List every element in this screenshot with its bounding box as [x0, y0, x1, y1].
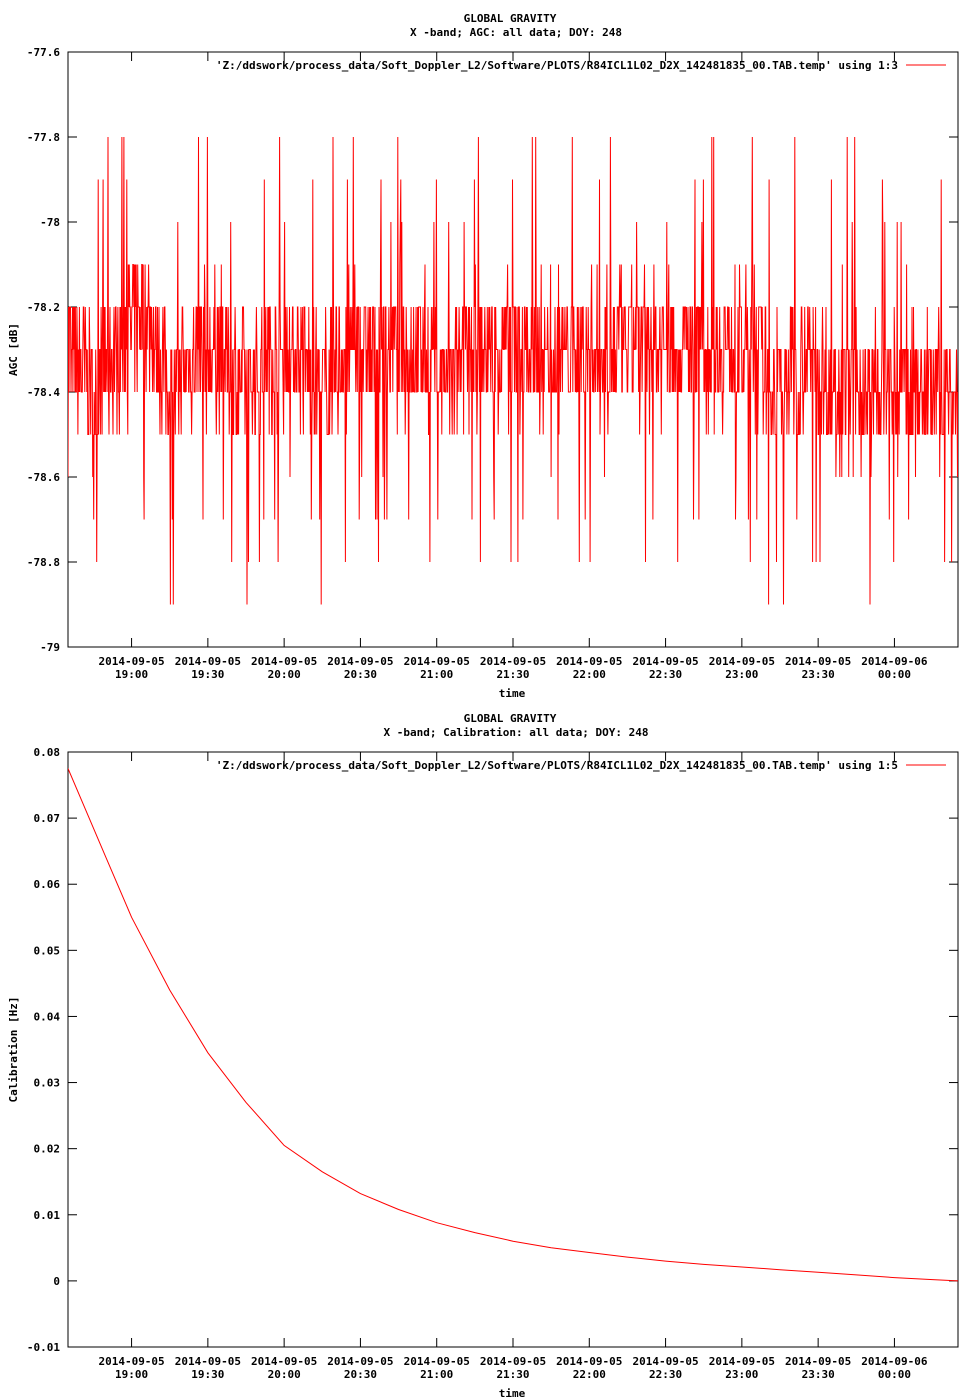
x-tick-time: 22:00: [573, 668, 606, 681]
y-tick-label: -78.4: [27, 386, 60, 399]
x-tick-date: 2014-09-06: [861, 1355, 928, 1368]
y-tick-label: -78.6: [27, 471, 60, 484]
x-tick-date: 2014-09-05: [556, 655, 622, 668]
x-tick-time: 19:00: [115, 668, 148, 681]
chart-subtitle: X -band; AGC: all data; DOY: 248: [410, 26, 622, 39]
x-tick-date: 2014-09-05: [98, 1355, 164, 1368]
x-tick-time: 22:30: [649, 1368, 682, 1381]
y-tick-label: 0.06: [34, 878, 61, 891]
y-tick-label: 0.05: [34, 944, 61, 957]
x-tick-time: 23:30: [802, 668, 835, 681]
y-tick-label: 0.04: [34, 1010, 61, 1023]
y-tick-label: 0.02: [34, 1143, 61, 1156]
x-axis-label: time: [499, 687, 526, 700]
y-tick-label: -78.2: [27, 301, 60, 314]
x-tick-time: 21:00: [420, 668, 453, 681]
x-tick-date: 2014-09-05: [251, 655, 317, 668]
x-tick-time: 23:00: [725, 668, 758, 681]
x-tick-date: 2014-09-05: [175, 655, 241, 668]
x-tick-date: 2014-09-05: [327, 655, 393, 668]
series-line-agc: [68, 136, 958, 605]
x-tick-date: 2014-09-05: [327, 1355, 393, 1368]
x-tick-time: 23:00: [725, 1368, 758, 1381]
y-tick-label: 0: [53, 1275, 60, 1288]
x-tick-time: 00:00: [878, 668, 911, 681]
x-tick-date: 2014-09-05: [480, 1355, 546, 1368]
x-tick-date: 2014-09-05: [709, 655, 775, 668]
x-tick-time: 00:00: [878, 1368, 911, 1381]
x-tick-date: 2014-09-05: [98, 655, 164, 668]
x-tick-time: 19:30: [191, 1368, 224, 1381]
y-tick-label: -77.8: [27, 131, 60, 144]
x-tick-time: 20:00: [268, 668, 301, 681]
x-tick-time: 21:30: [496, 668, 529, 681]
y-tick-label: 0.07: [34, 812, 61, 825]
x-tick-date: 2014-09-05: [632, 1355, 698, 1368]
y-axis-label: AGC [dB]: [7, 323, 20, 376]
x-tick-time: 21:00: [420, 1368, 453, 1381]
x-tick-date: 2014-09-05: [404, 655, 470, 668]
series-line-calibration: [68, 768, 958, 1282]
x-tick-date: 2014-09-05: [632, 655, 698, 668]
x-tick-time: 22:00: [573, 1368, 606, 1381]
x-tick-time: 20:30: [344, 1368, 377, 1381]
y-axis-label: Calibration [Hz]: [7, 997, 20, 1103]
x-tick-time: 20:30: [344, 668, 377, 681]
x-tick-time: 20:00: [268, 1368, 301, 1381]
y-tick-label: 0.03: [34, 1077, 61, 1090]
x-tick-time: 19:30: [191, 668, 224, 681]
x-tick-date: 2014-09-05: [709, 1355, 775, 1368]
y-tick-label: -77.6: [27, 46, 60, 59]
x-tick-time: 23:30: [802, 1368, 835, 1381]
x-axis-label: time: [499, 1387, 526, 1400]
x-tick-date: 2014-09-05: [785, 1355, 851, 1368]
x-tick-time: 21:30: [496, 1368, 529, 1381]
x-tick-date: 2014-09-05: [556, 1355, 622, 1368]
y-tick-label: 0.01: [34, 1209, 61, 1222]
x-tick-time: 19:00: [115, 1368, 148, 1381]
chart-subtitle: X -band; Calibration: all data; DOY: 248: [384, 726, 649, 739]
x-tick-date: 2014-09-06: [861, 655, 928, 668]
y-tick-label: -78: [40, 216, 60, 229]
y-tick-label: -0.01: [27, 1341, 60, 1354]
x-tick-date: 2014-09-05: [251, 1355, 317, 1368]
chart-title: GLOBAL GRAVITY: [464, 712, 557, 725]
legend-label: 'Z:/ddswork/process_data/Soft_Doppler_L2…: [216, 59, 898, 72]
y-tick-label: -79: [40, 641, 60, 654]
legend-label: 'Z:/ddswork/process_data/Soft_Doppler_L2…: [216, 759, 898, 772]
plot-frame: [67, 751, 959, 1348]
x-tick-date: 2014-09-05: [175, 1355, 241, 1368]
chart-title: GLOBAL GRAVITY: [464, 12, 557, 25]
x-tick-date: 2014-09-05: [480, 655, 546, 668]
x-tick-date: 2014-09-05: [785, 655, 851, 668]
x-tick-date: 2014-09-05: [404, 1355, 470, 1368]
x-tick-time: 22:30: [649, 668, 682, 681]
y-tick-label: 0.08: [34, 746, 61, 759]
y-tick-label: -78.8: [27, 556, 60, 569]
